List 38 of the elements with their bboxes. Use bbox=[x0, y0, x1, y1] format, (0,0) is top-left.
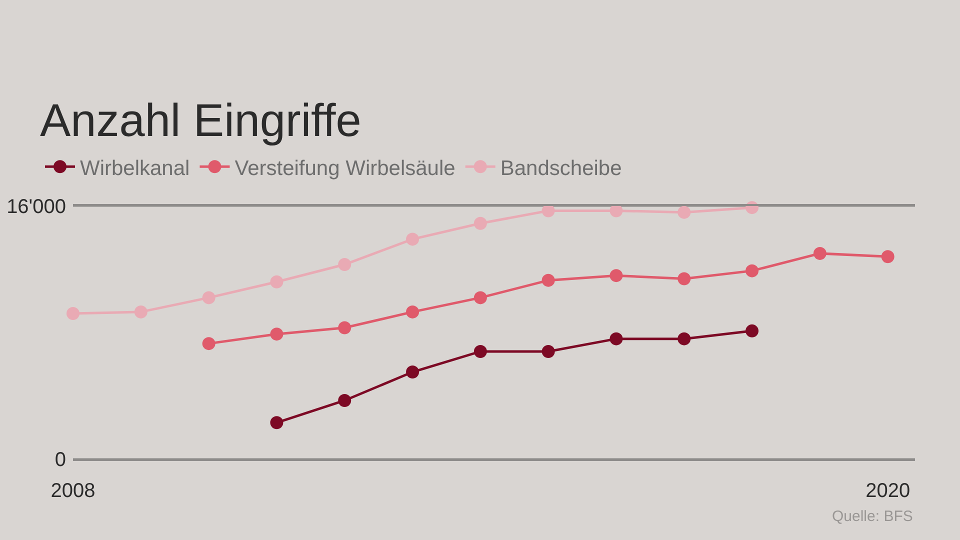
point bbox=[746, 324, 759, 338]
point bbox=[66, 307, 80, 320]
legend-label: Wirbelkanal bbox=[80, 156, 190, 180]
legend-label: Bandscheibe bbox=[500, 156, 622, 180]
point bbox=[338, 321, 352, 334]
chart-title: Anzahl Eingriffe bbox=[40, 94, 362, 146]
point bbox=[406, 366, 420, 379]
point bbox=[338, 394, 352, 407]
point bbox=[134, 305, 148, 318]
x-tick-label: 2008 bbox=[50, 480, 96, 502]
point bbox=[474, 216, 487, 230]
point bbox=[406, 232, 420, 246]
legend-label: Versteifung Wirbelsäule bbox=[234, 156, 456, 180]
source-note: Quelle: BFS bbox=[832, 508, 913, 525]
x-tick-label: 2020 bbox=[866, 480, 910, 502]
point bbox=[881, 250, 894, 264]
point bbox=[746, 264, 759, 278]
y-tick-label: 16'000 bbox=[6, 196, 66, 218]
point bbox=[270, 328, 284, 341]
point bbox=[542, 204, 555, 218]
point bbox=[542, 344, 555, 358]
point bbox=[474, 291, 487, 304]
point bbox=[338, 258, 352, 272]
point bbox=[542, 274, 555, 287]
point bbox=[678, 332, 691, 346]
point bbox=[270, 275, 284, 288]
point bbox=[202, 291, 216, 304]
point bbox=[270, 416, 284, 430]
point bbox=[610, 332, 623, 346]
point bbox=[678, 272, 691, 286]
point bbox=[406, 305, 420, 318]
point bbox=[610, 269, 623, 282]
point bbox=[610, 204, 623, 218]
point bbox=[202, 337, 216, 350]
point bbox=[678, 206, 691, 219]
point bbox=[813, 246, 826, 260]
point bbox=[474, 344, 487, 358]
y-tick-label: 0 bbox=[54, 449, 66, 471]
